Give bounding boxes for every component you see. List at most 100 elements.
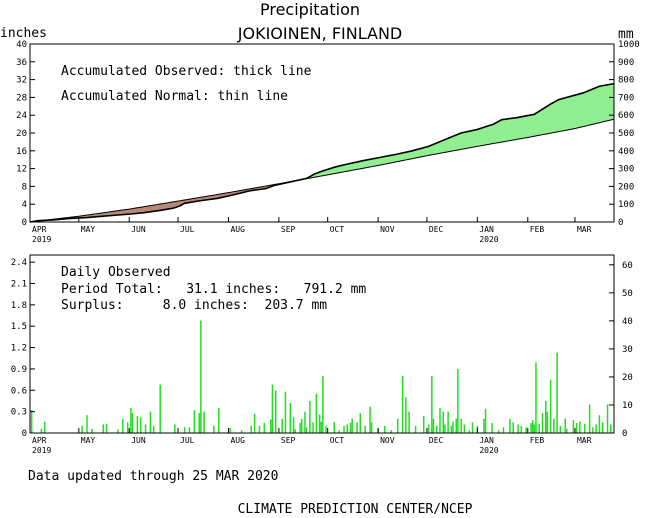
- daily-bar: [414, 425, 417, 433]
- y-tick-label-left: 0.6: [11, 386, 27, 396]
- difference-fill: [498, 120, 501, 143]
- difference-fill: [512, 117, 515, 141]
- surplus-text: Surplus: 8.0 inches: 203.7 mm: [61, 298, 327, 313]
- difference-fill: [556, 99, 559, 133]
- difference-fill: [560, 98, 563, 132]
- daily-bar: [188, 427, 191, 433]
- difference-fill: [433, 143, 436, 155]
- difference-fill: [464, 131, 467, 150]
- difference-fill: [459, 132, 462, 150]
- daily-bar: [452, 421, 454, 433]
- difference-fill: [431, 144, 434, 156]
- difference-fill: [460, 132, 463, 150]
- daily-bar: [408, 411, 410, 433]
- daily-bar: [525, 427, 527, 433]
- daily-bar: [240, 430, 243, 433]
- x-month-label: SEP: [281, 225, 296, 234]
- difference-fill: [522, 115, 525, 139]
- difference-fill: [384, 155, 387, 165]
- x-month-label: APR: [32, 225, 47, 234]
- y-tick-label-left: 2.1: [11, 279, 27, 289]
- difference-fill: [602, 85, 605, 123]
- daily-bar: [136, 415, 139, 433]
- daily-bar: [30, 410, 33, 433]
- x-month-label: JUL: [180, 436, 195, 445]
- y-tick-label-left: 36: [16, 58, 27, 68]
- difference-fill: [508, 118, 511, 142]
- difference-fill: [499, 119, 502, 143]
- difference-fill: [397, 153, 400, 162]
- daily-bar: [535, 362, 537, 433]
- difference-fill: [421, 147, 424, 157]
- daily-bar: [105, 423, 108, 433]
- daily-bar: [81, 425, 83, 433]
- difference-fill: [496, 121, 499, 144]
- daily-bar: [544, 400, 547, 433]
- difference-fill: [600, 85, 603, 123]
- difference-fill: [377, 157, 380, 166]
- daily-bar: [468, 430, 471, 433]
- difference-fill: [425, 146, 428, 157]
- daily-bar: [193, 410, 196, 433]
- difference-fill: [542, 107, 545, 135]
- x-month-label: DEC: [429, 436, 444, 445]
- y-tick-label-right: 900: [618, 58, 634, 68]
- difference-fill: [456, 134, 459, 151]
- difference-fill: [540, 108, 543, 136]
- difference-fill: [555, 100, 558, 133]
- daily-bar: [159, 384, 161, 433]
- daily-bar: [130, 408, 132, 433]
- difference-fill: [592, 87, 595, 125]
- difference-fill: [550, 102, 553, 134]
- daily-bar: [491, 423, 493, 433]
- difference-fill: [534, 112, 537, 137]
- y-tick-label-left: 1.2: [11, 344, 27, 354]
- chart-title: Precipitation: [260, 0, 360, 19]
- y-tick-label-left: 8: [22, 182, 27, 192]
- difference-fill: [449, 136, 452, 152]
- difference-fill: [574, 94, 577, 129]
- daily-bar: [359, 413, 362, 433]
- y-tick-label-left: 4: [22, 200, 27, 210]
- x-month-label: SEP: [281, 436, 296, 445]
- difference-fill: [595, 86, 598, 124]
- y-tick-label-left: 20: [16, 129, 27, 139]
- difference-fill: [454, 134, 457, 151]
- daily-bar: [549, 379, 552, 433]
- difference-fill: [591, 88, 594, 125]
- daily-bar: [198, 413, 200, 433]
- difference-fill: [457, 133, 460, 151]
- x-year-label: 2020: [479, 235, 498, 244]
- difference-fill: [418, 148, 421, 158]
- difference-fill: [525, 115, 528, 138]
- daily-bar: [305, 427, 308, 433]
- difference-fill: [371, 158, 374, 167]
- daily-bar: [126, 422, 129, 433]
- daily-bar: [546, 411, 549, 433]
- daily-bar: [91, 428, 93, 433]
- daily-bar: [200, 320, 202, 433]
- daily-bar: [457, 368, 459, 433]
- daily-bar: [502, 427, 505, 433]
- difference-fill: [410, 150, 413, 160]
- daily-bar: [284, 391, 287, 433]
- x-month-label: OCT: [330, 225, 345, 234]
- difference-fill: [517, 116, 520, 140]
- difference-fill: [538, 109, 541, 136]
- difference-fill: [527, 115, 530, 138]
- daily-bar: [463, 424, 466, 433]
- difference-fill: [571, 95, 574, 130]
- difference-fill: [363, 160, 366, 169]
- daily-bar: [203, 411, 205, 433]
- daily-bar: [538, 423, 540, 433]
- daily-title: Daily Observed: [61, 265, 171, 280]
- y-tick-label-right: 0: [618, 218, 623, 228]
- y-tick-label-left: 12: [16, 165, 27, 175]
- y-tick-label-left: 2.4: [11, 258, 27, 268]
- difference-fill: [420, 147, 423, 158]
- daily-bar: [325, 425, 327, 433]
- daily-bar: [575, 423, 578, 433]
- difference-fill: [576, 94, 579, 129]
- difference-fill: [584, 91, 587, 127]
